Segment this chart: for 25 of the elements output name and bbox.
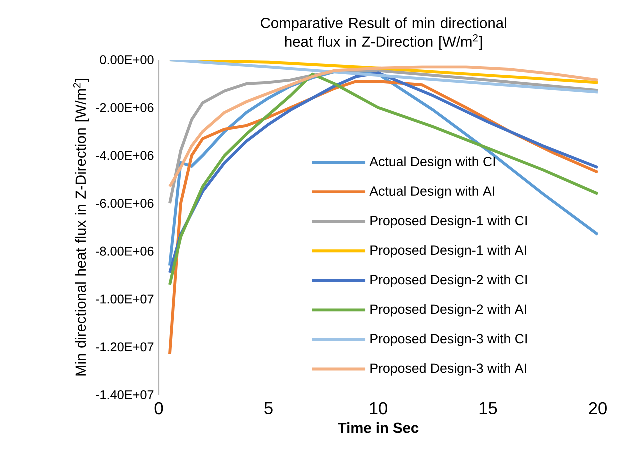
y-tick-label: -8.00E+06	[96, 246, 154, 256]
legend-label: Proposed Design-3 with CI	[370, 334, 527, 346]
y-tick-label: 0.00E+00	[100, 56, 154, 64]
y-tick-label: -1.00E+07	[96, 294, 154, 304]
legend-label: Actual Design with AI	[370, 186, 494, 199]
y-tick-label: -4.00E+06	[96, 151, 154, 160]
legend-label: Proposed Design-2 with AI	[370, 304, 526, 317]
x-tick-label: 0	[154, 402, 164, 415]
x-tick-label: 10	[370, 402, 388, 415]
y-tick-label: -2.00E+06	[96, 103, 154, 112]
chart-title: Comparative Result of min directional heat flux in Z-Direction [W/m$^{2}$]	[261, 18, 506, 50]
y-tick-label: -1.40E+07	[96, 390, 154, 400]
x-tick-label: 5	[264, 402, 273, 414]
x-tick-label: 20	[589, 402, 607, 415]
legend-label: Proposed Design-3 with AI	[370, 363, 526, 376]
y-axis-title: Min directional heat flux in Z-Direction [W/m$^{2}$]	[73, 79, 89, 376]
legend-label: Proposed Design-1 with CI	[370, 216, 527, 228]
legend-label: Proposed Design-2 with CI	[370, 274, 527, 288]
legend-label: Actual Design with CI	[370, 156, 496, 170]
y-tick-label: -6.00E+06	[96, 199, 154, 208]
y-tick-label: -1.20E+07	[96, 342, 154, 352]
x-axis-title: Time in Sec	[338, 422, 419, 434]
x-tick-label: 15	[480, 402, 498, 414]
legend-label: Proposed Design-1 with AI	[370, 245, 526, 258]
line-series	[168, 60, 598, 94]
